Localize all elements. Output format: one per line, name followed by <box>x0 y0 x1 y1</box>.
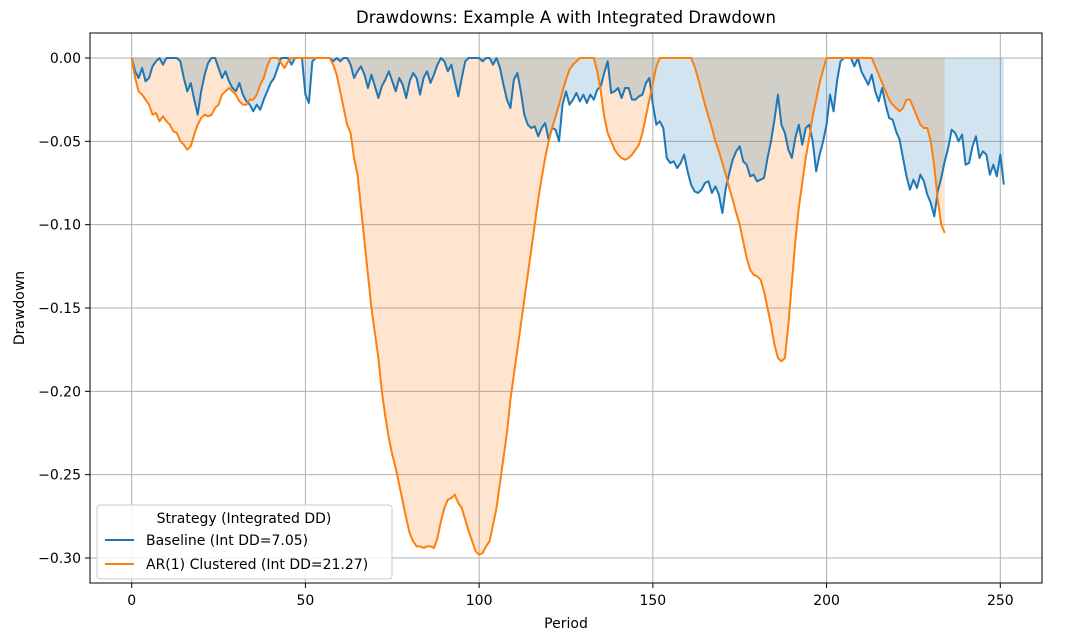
series-line-baseline <box>130 57 1005 218</box>
legend-label-ar1-clustered: AR(1) Clustered (Int DD=21.27) <box>146 557 368 573</box>
legend-box <box>96 504 393 580</box>
x-tick-label: 250 <box>987 593 1014 609</box>
y-tick-label: −0.05 <box>38 134 81 150</box>
x-tick-label: 0 <box>127 593 136 609</box>
x-tick-label: 100 <box>466 593 493 609</box>
area-fill-ar1-clustered <box>131 58 945 555</box>
y-tick-label: −0.20 <box>38 384 81 400</box>
area-fills <box>131 58 1004 555</box>
y-tick-label: −0.30 <box>38 551 81 567</box>
x-axis-label: Period <box>544 616 588 632</box>
grid <box>90 33 1042 583</box>
y-axis-label: Drawdown <box>12 271 28 345</box>
legend: Strategy (Integrated DD) Baseline (Int D… <box>96 504 393 580</box>
series-lines <box>130 57 1005 556</box>
x-tick-label: 50 <box>297 593 315 609</box>
chart-title: Drawdowns: Example A with Integrated Dra… <box>356 8 776 27</box>
legend-label-baseline: Baseline (Int DD=7.05) <box>146 533 308 549</box>
y-tick-label: −0.10 <box>38 218 81 234</box>
x-tick-label: 200 <box>813 593 840 609</box>
y-tick-label: 0.00 <box>50 51 81 67</box>
legend-title: Strategy (Integrated DD) <box>157 511 332 527</box>
axis-ticks: 0 50 100 150 200 250 0.00 −0.05 −0.10 −0.15 −0.20 −… <box>38 51 1014 609</box>
area-fill-baseline <box>131 58 1004 217</box>
legend-entries: Baseline (Int DD=7.05) AR(1) Clustered (I… <box>105 533 368 573</box>
y-tick-label: −0.15 <box>38 301 81 317</box>
series-line-ar1-clustered <box>130 57 946 556</box>
x-tick-label: 150 <box>639 593 666 609</box>
y-tick-label: −0.25 <box>38 468 81 484</box>
